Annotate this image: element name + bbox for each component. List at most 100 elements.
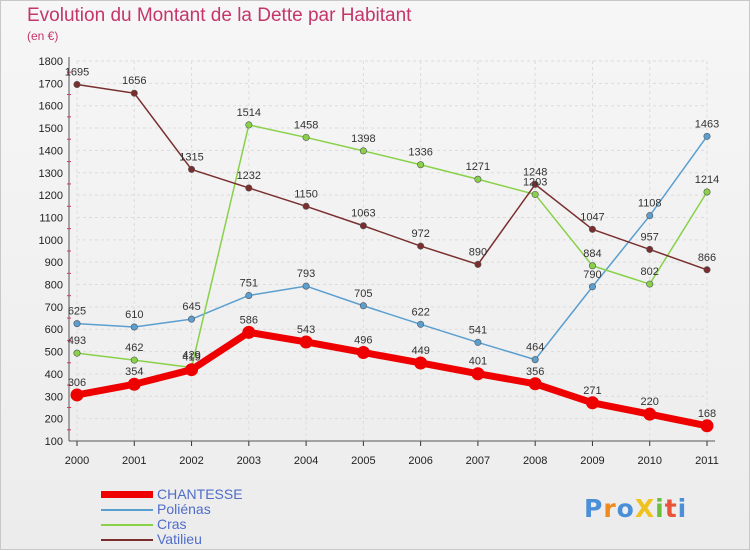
y-tick-label: 1100 bbox=[39, 212, 63, 224]
data-label: 1232 bbox=[237, 170, 261, 182]
x-tick-label: 2009 bbox=[580, 455, 604, 467]
data-point bbox=[188, 315, 196, 323]
data-point bbox=[70, 388, 84, 402]
data-label: 1514 bbox=[237, 107, 261, 119]
data-label: 1047 bbox=[580, 211, 604, 223]
data-point bbox=[703, 266, 711, 274]
data-label: 401 bbox=[469, 356, 487, 368]
y-tick-label: 1500 bbox=[39, 123, 63, 135]
data-point bbox=[302, 202, 310, 210]
data-label: 541 bbox=[469, 324, 487, 336]
y-tick-label: 1600 bbox=[39, 101, 63, 113]
data-point bbox=[646, 245, 654, 253]
data-label: 1463 bbox=[695, 118, 719, 130]
data-label: 586 bbox=[240, 314, 258, 326]
chart-subtitle: (en €) bbox=[27, 29, 59, 43]
series-line-2 bbox=[76, 124, 708, 369]
data-label: 419 bbox=[182, 352, 200, 364]
data-point bbox=[417, 242, 425, 250]
data-label: 496 bbox=[354, 334, 372, 346]
y-tick-label: 600 bbox=[45, 324, 63, 336]
y-tick-label: 900 bbox=[45, 257, 63, 269]
data-point bbox=[703, 188, 711, 196]
y-tick-label: 1700 bbox=[39, 78, 63, 90]
data-label: 271 bbox=[583, 385, 601, 397]
data-point bbox=[646, 280, 654, 288]
series-line-0 bbox=[76, 328, 708, 430]
data-point bbox=[130, 89, 138, 97]
data-point bbox=[414, 356, 428, 370]
y-tick-label: 700 bbox=[45, 302, 63, 314]
data-label: 1458 bbox=[294, 119, 318, 131]
chart-title: Evolution du Montant de la Dette par Hab… bbox=[27, 5, 412, 26]
legend-swatch bbox=[101, 509, 153, 511]
data-point bbox=[73, 320, 81, 328]
x-tick-label: 2000 bbox=[65, 455, 89, 467]
y-tick-label: 500 bbox=[45, 347, 63, 359]
axes: 100 200 300 400 500 600 700 800 900 1000 1100 1200 1… bbox=[39, 56, 719, 467]
x-tick-label: 2001 bbox=[122, 455, 146, 467]
data-label: 802 bbox=[641, 266, 659, 278]
proxiti-logo: ProXiti bbox=[584, 494, 688, 523]
data-label: 1271 bbox=[466, 161, 490, 173]
data-point bbox=[643, 407, 657, 421]
data-point bbox=[130, 323, 138, 331]
data-label: 866 bbox=[698, 252, 716, 264]
y-tick-label: 300 bbox=[45, 391, 63, 403]
data-point bbox=[359, 147, 367, 155]
x-tick-label: 2008 bbox=[523, 455, 547, 467]
legend-label: Cras bbox=[157, 516, 187, 532]
data-label: 1150 bbox=[294, 188, 318, 200]
x-tick-label: 2005 bbox=[351, 455, 375, 467]
data-label: 1248 bbox=[523, 166, 547, 178]
data-point bbox=[417, 320, 425, 328]
data-label: 610 bbox=[125, 309, 143, 321]
x-tick-label: 2003 bbox=[237, 455, 261, 467]
data-label: 793 bbox=[297, 268, 315, 280]
data-point bbox=[356, 345, 370, 359]
data-point bbox=[531, 356, 539, 364]
data-point bbox=[299, 335, 313, 349]
data-label: 890 bbox=[469, 246, 487, 258]
x-tick-label: 2004 bbox=[294, 455, 318, 467]
data-point bbox=[588, 283, 596, 291]
data-label: 356 bbox=[526, 366, 544, 378]
x-tick-label: 2011 bbox=[695, 455, 719, 467]
data-point bbox=[302, 282, 310, 290]
data-label: 622 bbox=[411, 306, 429, 318]
data-label: 220 bbox=[641, 396, 659, 408]
data-point bbox=[245, 291, 253, 299]
y-tick-label: 100 bbox=[45, 436, 63, 448]
data-point bbox=[588, 225, 596, 233]
series-layer bbox=[70, 80, 714, 433]
data-point bbox=[245, 184, 253, 192]
data-point bbox=[417, 161, 425, 169]
data-point bbox=[531, 180, 539, 188]
data-point bbox=[185, 363, 199, 377]
data-label: 625 bbox=[68, 306, 86, 318]
data-label: 449 bbox=[411, 345, 429, 357]
data-point bbox=[359, 302, 367, 310]
data-label: 464 bbox=[526, 342, 544, 354]
data-point bbox=[471, 367, 485, 381]
data-label: 1398 bbox=[351, 133, 375, 145]
data-label: 705 bbox=[354, 288, 372, 300]
data-point bbox=[245, 121, 253, 129]
data-point bbox=[73, 349, 81, 357]
x-tick-label: 2010 bbox=[637, 455, 661, 467]
data-point bbox=[528, 377, 542, 391]
data-label: 306 bbox=[68, 377, 86, 389]
data-label: 751 bbox=[240, 277, 258, 289]
data-label: 884 bbox=[583, 248, 601, 260]
data-label: 1203 bbox=[523, 176, 547, 188]
data-point bbox=[646, 212, 654, 220]
data-point bbox=[302, 133, 310, 141]
y-tick-label: 200 bbox=[45, 414, 63, 426]
data-label: 429 bbox=[182, 349, 200, 361]
data-label: 1214 bbox=[695, 174, 719, 186]
legend-label: CHANTESSE bbox=[157, 486, 243, 502]
data-point bbox=[585, 396, 599, 410]
data-point bbox=[242, 325, 256, 339]
